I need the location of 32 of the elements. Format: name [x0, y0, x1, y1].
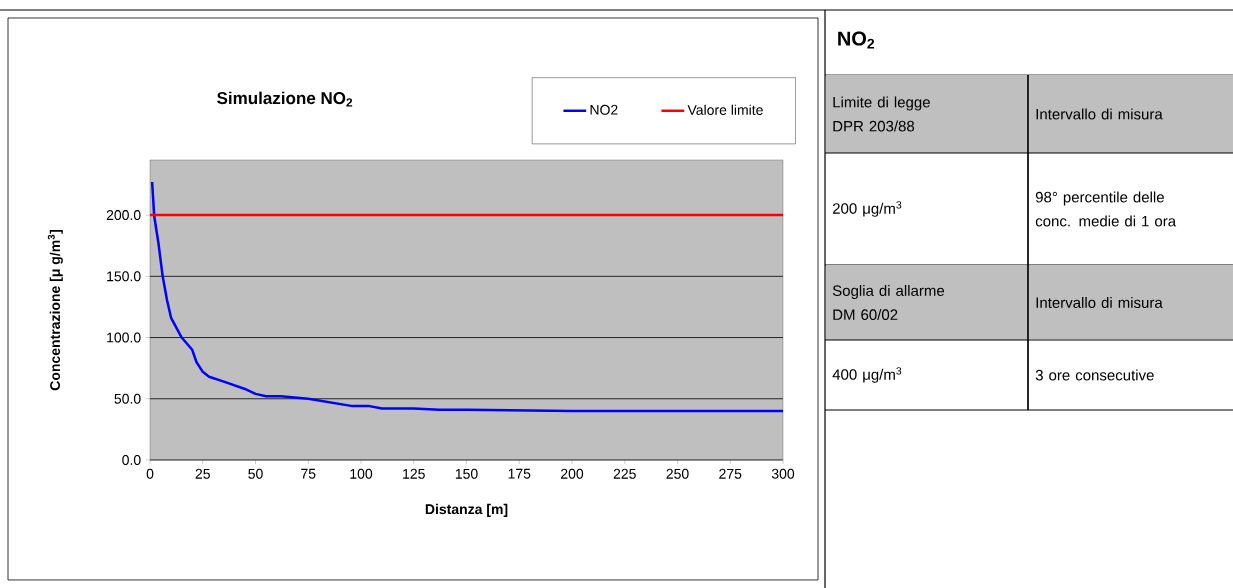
- y-tick-label: 50.0: [114, 393, 141, 404]
- text: Limite di legge DPR 203/88: [833, 96, 930, 132]
- y-axis-title: Concentrazione [μ g/m$^{3}$]: [47, 230, 63, 391]
- y-tick-label: 0.0: [122, 455, 141, 465]
- text: NO$_{2}$: [838, 31, 875, 49]
- legend-label: Valore limite: [687, 104, 763, 115]
- x-tick-label: 225: [613, 468, 636, 479]
- y-tick-label: 100.0: [107, 332, 141, 343]
- text: Intervallo di misura: [1036, 108, 1163, 120]
- y-tick-label: 150.0: [107, 271, 141, 282]
- x-tick-label: 25: [195, 468, 210, 479]
- x-tick-label: 100: [350, 468, 373, 479]
- text: 400 μg/m$^{3}$: [832, 367, 902, 383]
- x-tick-label: 0: [146, 468, 154, 479]
- legend-label: NO2: [590, 104, 618, 115]
- text: Soglia di allarme DM 60/02: [832, 284, 945, 320]
- text: 3 ore consecutive: [1035, 369, 1154, 381]
- x-tick-label: 200: [561, 468, 584, 479]
- x-axis-title: Distanza [m]: [425, 503, 508, 517]
- text: Intervallo di misura: [1036, 296, 1163, 308]
- x-tick-label: 50: [248, 468, 263, 479]
- text: 98° percentile delle conc. medie di 1 ora: [1035, 191, 1177, 227]
- x-tick-label: 275: [719, 468, 742, 479]
- y-tick-label: 200.0: [106, 210, 141, 221]
- x-tick-label: 300: [771, 468, 795, 479]
- x-tick-label: 250: [666, 468, 689, 479]
- x-tick-label: 75: [301, 468, 316, 479]
- x-tick-label: 175: [508, 468, 531, 479]
- x-tick-label: 150: [455, 468, 478, 479]
- chart-title: Simulazione NO$_{2}$: [217, 91, 353, 107]
- text: 200 μg/m$^{3}$: [832, 201, 902, 217]
- x-tick-label: 125: [403, 468, 425, 479]
